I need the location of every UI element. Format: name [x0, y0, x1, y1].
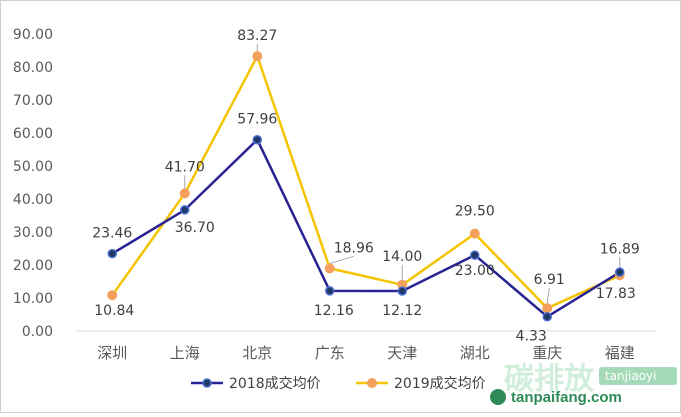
data-point — [397, 286, 407, 296]
legend-label: 2018成交均价 — [229, 375, 321, 392]
watermark: 碳排放 tanjiaoyi tanpaifang.com — [490, 362, 677, 406]
data-label: 23.00 — [455, 263, 495, 279]
data-point — [470, 250, 480, 260]
y-tick-label: 40.00 — [13, 192, 53, 208]
x-tick-label: 广东 — [315, 344, 345, 362]
data-label: 4.33 — [516, 329, 547, 345]
data-point — [107, 290, 118, 301]
data-label: 57.96 — [237, 112, 277, 128]
y-tick-label: 30.00 — [13, 225, 53, 241]
data-label: 12.16 — [314, 303, 354, 319]
y-tick-label: 80.00 — [13, 60, 53, 76]
legend: 2018成交均价 2019成交均价 — [191, 375, 486, 392]
data-label: 12.12 — [382, 303, 422, 319]
data-label: 17.83 — [596, 286, 636, 302]
data-labels: 23.46 36.70 57.96 12.16 12.12 23.00 4.33 17.83 1… — [92, 28, 640, 345]
x-tick-label: 湖北 — [460, 344, 490, 362]
y-tick-label: 70.00 — [13, 93, 53, 109]
x-tick-label: 上海 — [170, 344, 200, 362]
data-point — [324, 263, 335, 274]
watermark-logo-icon — [490, 389, 506, 405]
series-lines — [111, 54, 621, 318]
x-tick-label: 天津 — [387, 344, 417, 362]
y-tick-label: 50.00 — [13, 159, 53, 175]
data-point — [180, 205, 190, 215]
data-point — [469, 228, 480, 239]
x-tick-label: 北京 — [242, 344, 272, 362]
label-leader-lines — [184, 44, 621, 304]
y-tick-label: 60.00 — [13, 126, 53, 142]
data-label: 29.50 — [455, 204, 495, 220]
data-label: 36.70 — [175, 220, 215, 236]
data-label: 18.96 — [334, 240, 374, 256]
y-tick-label: 20.00 — [13, 258, 53, 274]
legend-label: 2019成交均价 — [394, 375, 486, 392]
label-leader-line — [546, 288, 550, 304]
data-label: 41.70 — [165, 159, 205, 175]
y-tick-label: 0.00 — [22, 324, 53, 340]
data-label: 14.00 — [382, 249, 422, 265]
data-label: 6.91 — [534, 272, 565, 288]
data-point — [615, 267, 625, 277]
data-point — [325, 286, 335, 296]
legend-marker-swatch — [202, 378, 212, 388]
watermark-cn-text: 碳排放 — [504, 362, 595, 397]
x-tick-label: 重庆 — [532, 344, 562, 362]
data-point — [107, 248, 117, 259]
y-tick-label: 10.00 — [13, 291, 53, 307]
data-label: 16.89 — [600, 241, 640, 257]
data-point — [542, 311, 552, 322]
data-point — [179, 188, 190, 199]
y-axis: 0.00 10.00 20.00 30.00 40.00 50.00 60.00 70.00 8… — [13, 27, 53, 340]
series-line-0 — [111, 138, 621, 318]
y-tick-label: 90.00 — [13, 27, 53, 43]
watermark-url-text: tanpaifang.com — [511, 389, 622, 406]
data-point — [252, 51, 263, 62]
watermark-en-text: tanjiaoyi — [605, 369, 656, 383]
watermark-en-badge — [599, 367, 677, 385]
data-point — [542, 303, 553, 314]
label-leader-line — [329, 255, 354, 264]
data-point — [252, 134, 262, 145]
legend-marker-swatch — [367, 378, 377, 388]
data-label: 23.46 — [92, 226, 132, 242]
x-tick-label: 福建 — [605, 344, 635, 362]
x-tick-label: 深圳 — [97, 344, 127, 362]
data-label: 83.27 — [237, 28, 277, 44]
x-axis: 深圳 上海 北京 广东 天津 湖北 重庆 福建 — [76, 330, 656, 362]
series-line-1 — [111, 54, 621, 310]
data-label: 10.84 — [94, 303, 134, 319]
series-markers — [107, 51, 625, 322]
